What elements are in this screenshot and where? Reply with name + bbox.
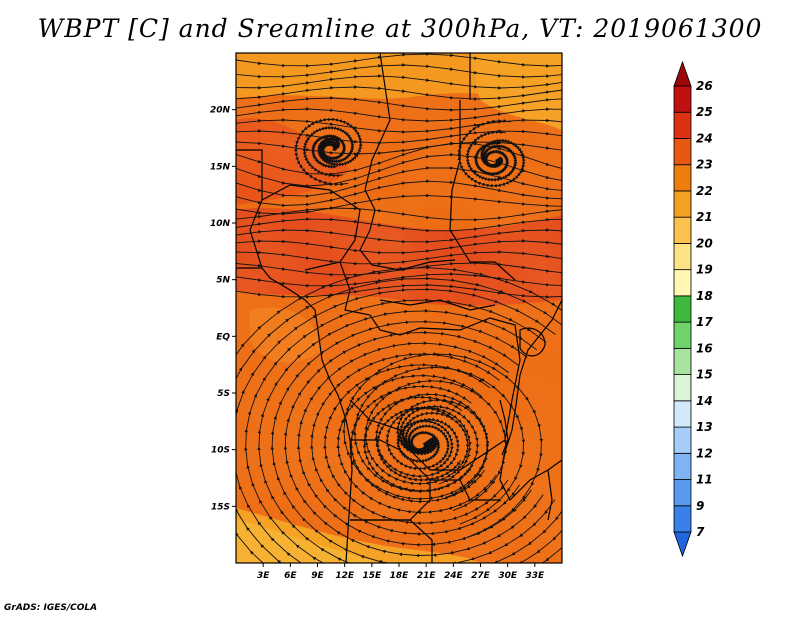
colorbar-segment (673, 85, 692, 113)
lat-tick-label: 15N (210, 162, 231, 172)
colorbar-segment (673, 138, 692, 166)
colorbar-label: 24 (696, 131, 713, 145)
colorbar-max-arrow (673, 60, 692, 87)
colorbar-label: 22 (696, 184, 713, 198)
streamline-arc (236, 265, 562, 563)
lat-tick-label: 10N (210, 219, 231, 229)
lat-tick-label: 5S (217, 389, 230, 399)
colorbar-min-arrow (673, 531, 692, 558)
grads-credit: GrADS: IGES/COLA (4, 603, 98, 613)
lon-tick-label: 24E (444, 571, 464, 581)
lon-tick-label: 30E (498, 571, 518, 581)
colorbar-label: 14 (696, 394, 713, 408)
colorbar-segment (673, 452, 692, 480)
colorbar-segment (673, 269, 692, 297)
lat-tick-label: 5N (216, 276, 230, 286)
colorbar-segment (673, 216, 692, 244)
colorbar-label: 15 (696, 368, 713, 382)
colorbar-label: 17 (696, 315, 713, 329)
colorbar-label: 23 (696, 158, 713, 172)
colorbar-label: 18 (696, 289, 713, 303)
lon-tick-label: 18E (390, 571, 410, 581)
lon-tick-label: 6E (284, 571, 297, 581)
lat-tick-label: 20N (210, 106, 231, 116)
colorbar-segment (673, 321, 692, 349)
streamline-zonal (236, 206, 562, 222)
streamline-vortex (457, 119, 526, 188)
colorbar-label: 21 (696, 210, 713, 224)
lon-tick-label: 12E (335, 571, 355, 581)
streamline-zonal (236, 96, 562, 112)
lat-tick-label: 15S (211, 502, 230, 512)
colorbar-segment (673, 190, 692, 218)
colorbar-label: 16 (696, 341, 713, 355)
colorbar-segment (673, 243, 692, 271)
lat-tick-label: 10S (211, 446, 230, 456)
colorbar-segment (673, 111, 692, 139)
colorbar-label: 13 (696, 420, 713, 434)
colorbar-segment (673, 374, 692, 402)
streamlines (236, 53, 562, 563)
lon-tick-label: 3E (257, 571, 270, 581)
colorbar-label: 11 (696, 473, 713, 487)
colorbar-segment (673, 479, 692, 507)
colorbar: 7 9 11 12 13 14 15 16 17 18 19 20 21 22 23 24 25 26 (673, 60, 713, 558)
colorbar-segment (673, 295, 692, 323)
colorbar-label: 7 (696, 525, 705, 539)
colorbar-label: 20 (696, 236, 713, 250)
map-axes: 3E 6E 9E 12E 15E 18E 21E 24E 27E 30E 33E 20N 15N 10N 5… (210, 106, 545, 581)
lon-tick-label: 15E (362, 571, 382, 581)
lon-tick-label: 21E (417, 571, 437, 581)
colorbar-label: 12 (696, 446, 713, 460)
colorbar-label: 9 (696, 499, 704, 513)
colorbar-segment (673, 505, 692, 533)
colorbar-segment (673, 426, 692, 454)
colorbar-label: 25 (696, 105, 713, 119)
colorbar-label: 19 (696, 263, 713, 277)
lon-tick-label: 27E (471, 571, 491, 581)
lon-tick-label: 9E (311, 571, 324, 581)
colorbar-label: 26 (696, 79, 713, 93)
colorbar-segment (673, 164, 692, 192)
streamline-vortex (294, 117, 363, 187)
colorbar-segment (673, 347, 692, 375)
colorbar-segment (673, 400, 692, 428)
lon-tick-label: 33E (525, 571, 545, 581)
map-title: WBPT [C] and Sreamline at 300hPa, VT: 20… (37, 14, 763, 43)
lat-tick-label: EQ (216, 332, 230, 342)
